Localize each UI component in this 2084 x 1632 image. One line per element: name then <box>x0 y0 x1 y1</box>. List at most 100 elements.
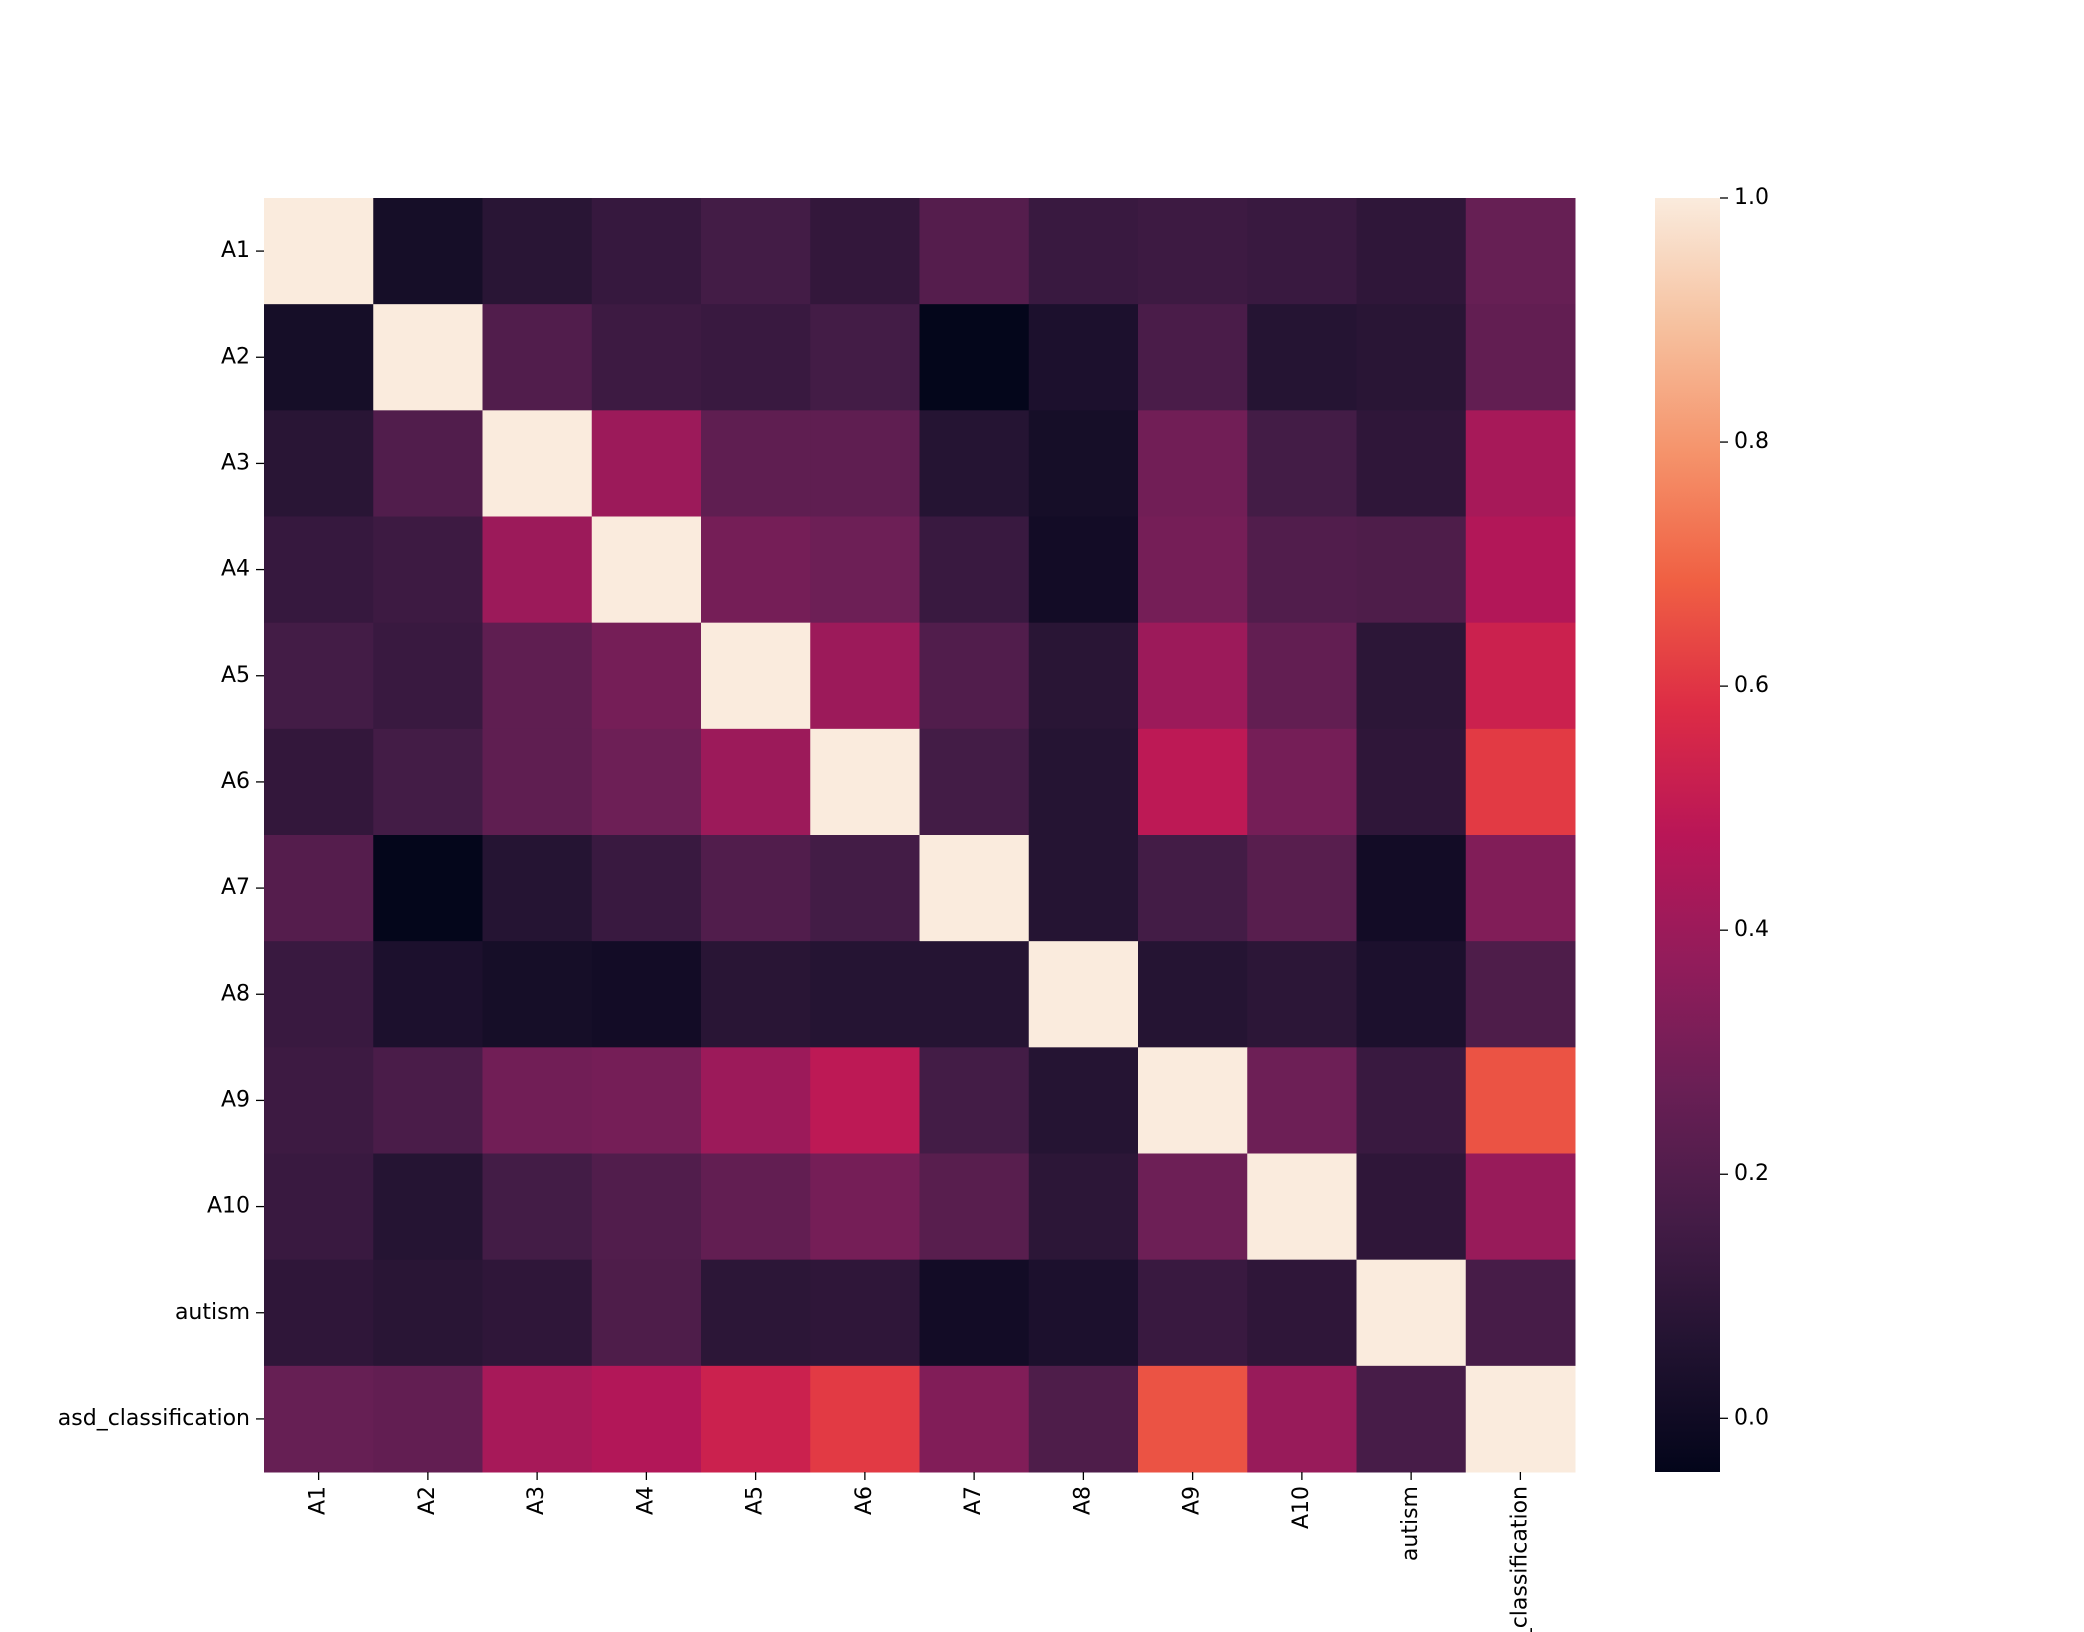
x-tick-label: A1 <box>306 1486 331 1515</box>
heatmap-cell <box>1028 622 1139 730</box>
heatmap-cell <box>1356 1047 1467 1154</box>
heatmap-cell <box>1247 941 1357 1048</box>
colorbar <box>1655 198 1720 1472</box>
x-tick-label: A2 <box>415 1486 440 1515</box>
heatmap-cell <box>264 728 374 836</box>
heatmap-cell <box>1138 622 1248 730</box>
heatmap-cell <box>1028 728 1139 836</box>
heatmap-cell <box>1138 1047 1248 1154</box>
heatmap-cell <box>1138 1153 1248 1261</box>
heatmap-cell <box>1465 516 1576 624</box>
heatmap-cell <box>1356 410 1467 517</box>
heatmap-cell <box>810 1259 920 1367</box>
heatmap-cell <box>701 835 811 942</box>
heatmap-cell <box>591 304 702 411</box>
heatmap-cell <box>373 941 483 1048</box>
heatmap-cell <box>1028 1259 1139 1367</box>
heatmap-cell <box>919 728 1030 836</box>
heatmap-cell <box>919 941 1030 1048</box>
x-tick-label: A6 <box>852 1486 877 1515</box>
heatmap-cell <box>482 835 593 942</box>
colorbar-tick-label: 0.2 <box>1734 1161 1769 1186</box>
heatmap-cell <box>591 1365 702 1473</box>
heatmap-cell <box>591 410 702 517</box>
heatmap-cell <box>373 622 483 730</box>
heatmap-cell <box>810 1047 920 1154</box>
heatmap-cell <box>1356 1259 1467 1367</box>
heatmap-cell <box>591 941 702 1048</box>
colorbar-tick-label: 0.6 <box>1734 673 1769 698</box>
heatmap-cell <box>1247 1153 1357 1261</box>
heatmap-cell <box>1247 304 1357 411</box>
y-tick-label: A9 <box>221 1087 250 1112</box>
x-tick-label: A8 <box>1070 1486 1095 1515</box>
heatmap-cell <box>810 941 920 1048</box>
heatmap-cell <box>701 1365 811 1473</box>
heatmap-cell <box>810 516 920 624</box>
heatmap-cell <box>1465 941 1576 1048</box>
y-tick-label: A4 <box>221 557 250 582</box>
heatmap-cell <box>373 198 483 305</box>
heatmap-cell <box>373 1259 483 1367</box>
heatmap-cell <box>919 516 1030 624</box>
colorbar-tick-label: 1.0 <box>1734 185 1769 210</box>
heatmap-cell <box>701 728 811 836</box>
heatmap-cell <box>1247 410 1357 517</box>
heatmap-cell <box>919 198 1030 305</box>
heatmap-cell <box>1356 1365 1467 1473</box>
heatmap-cell <box>810 1365 920 1473</box>
heatmap-cell <box>482 941 593 1048</box>
heatmap-cell <box>1465 1047 1576 1154</box>
heatmap-cell <box>591 1259 702 1367</box>
heatmap-cell <box>701 198 811 305</box>
heatmap-cell <box>810 198 920 305</box>
heatmap-cell <box>1247 198 1357 305</box>
heatmap-cell <box>373 516 483 624</box>
heatmap-cell <box>264 622 374 730</box>
heatmap-cell <box>264 1259 374 1367</box>
heatmap-cell <box>1138 516 1248 624</box>
heatmap-cell <box>919 1259 1030 1367</box>
heatmap-cell <box>482 410 593 517</box>
heatmap-cell <box>591 622 702 730</box>
heatmap-cell <box>1247 728 1357 836</box>
heatmap-cell <box>482 622 593 730</box>
heatmap-cell <box>1028 198 1139 305</box>
heatmap-cell <box>1356 516 1467 624</box>
heatmap-cell <box>591 1047 702 1154</box>
x-tick-label: A10 <box>1289 1486 1314 1529</box>
heatmap-cell <box>919 304 1030 411</box>
heatmap-cell <box>1138 941 1248 1048</box>
heatmap-cell <box>591 728 702 836</box>
y-tick-label: A2 <box>221 344 250 369</box>
y-tick-label: A7 <box>221 875 250 900</box>
colorbar-tick-label: 0.8 <box>1734 429 1769 454</box>
x-tick-label: autism <box>1398 1486 1423 1561</box>
x-tick-label: A7 <box>961 1486 986 1515</box>
heatmap-cell <box>1028 1153 1139 1261</box>
heatmap-cell <box>1465 835 1576 942</box>
heatmap-cell <box>1356 728 1467 836</box>
heatmap-cell <box>264 941 374 1048</box>
y-tick-label: autism <box>175 1300 250 1325</box>
heatmap-cell <box>701 941 811 1048</box>
heatmap-cell <box>373 410 483 517</box>
heatmap-cell <box>1028 941 1139 1048</box>
heatmap-cell <box>701 304 811 411</box>
x-tick-label: A4 <box>633 1486 658 1515</box>
heatmap-cell <box>1247 1365 1357 1473</box>
heatmap-cell <box>701 622 811 730</box>
heatmap-cell <box>1247 1259 1357 1367</box>
heatmap-cell <box>591 835 702 942</box>
heatmap-cell <box>1028 835 1139 942</box>
heatmap-cell <box>1356 1153 1467 1261</box>
heatmap-cell <box>482 728 593 836</box>
heatmap-cell <box>1028 516 1139 624</box>
heatmap-cell <box>373 1153 483 1261</box>
heatmap-cell <box>1465 410 1576 517</box>
heatmap-cell <box>701 1153 811 1261</box>
heatmap-cell <box>591 1153 702 1261</box>
heatmap-cell <box>1028 1047 1139 1154</box>
heatmap-cell <box>1465 1153 1576 1261</box>
